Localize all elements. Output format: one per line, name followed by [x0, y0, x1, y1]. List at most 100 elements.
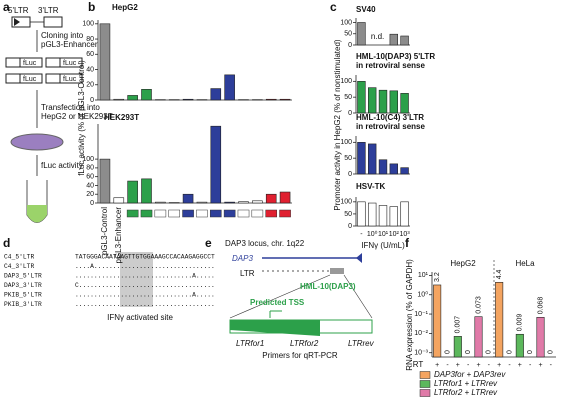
bar: [113, 98, 125, 101]
dish: [10, 133, 64, 151]
bar: [368, 87, 377, 114]
x-tick-label: -: [488, 362, 491, 369]
value-label: 4.4: [496, 269, 503, 279]
group-label: HeLa: [515, 259, 535, 268]
bar: [357, 22, 366, 46]
y-tick-label: 100: [340, 139, 352, 146]
caption: Primers for qRT-PCR: [262, 351, 338, 360]
construct-icon: [279, 209, 291, 218]
bar: [252, 200, 263, 204]
value-label: 0.009: [517, 314, 524, 332]
y-tick-label: 0: [348, 171, 352, 178]
bar: [238, 201, 249, 204]
panel-a: 5'LTR 3'LTR Cloning into pGL3-Enhancer f…: [5, 6, 113, 223]
y-tick-label: 50: [344, 155, 352, 162]
value-label: 0: [465, 350, 472, 354]
y-tick-label: 0: [348, 42, 352, 49]
construct-icon: [223, 209, 236, 218]
bar: [357, 142, 366, 175]
y-tick-label: 100: [82, 21, 94, 28]
value-label: 3.2: [434, 272, 441, 282]
sequence-name: C4_3'LTR: [4, 263, 34, 270]
fluc-box: [19, 73, 43, 84]
y-tick-label: 100: [82, 156, 94, 163]
bar: [127, 95, 138, 101]
x-tick-label: +: [518, 362, 522, 369]
sequence: .....................................: [75, 301, 215, 308]
construct-icon: [251, 209, 264, 218]
panel-letter: d: [3, 236, 10, 250]
x-tick-label: pGL3-Control: [100, 207, 109, 255]
panel-letter: f: [405, 236, 410, 250]
legend-label: LTRfor2 + LTRrev: [434, 388, 498, 397]
bar: [182, 193, 194, 204]
y-tick-label: 80: [86, 165, 94, 172]
label: fLuc: [23, 76, 37, 83]
bar: [155, 201, 166, 204]
sequence-name: DAP3_3'LTR: [4, 282, 42, 289]
bar: [378, 89, 388, 114]
bar: [389, 206, 398, 227]
chart-title: HSV-TK: [356, 182, 386, 191]
construct-icon: [168, 209, 181, 218]
construct-icon: [182, 209, 194, 218]
y-tick-label: 10¹: [418, 272, 429, 279]
ltr-arrow: [14, 18, 20, 26]
y-tick-label: 10⁻²: [414, 330, 428, 337]
chart-title: in retroviral sense: [356, 61, 425, 70]
y-tick-label: 10⁰: [417, 291, 428, 299]
x-tick-label: -: [360, 231, 363, 238]
bar: [368, 143, 377, 175]
y-tick-label: 20: [86, 82, 94, 89]
ltr-box: [330, 268, 344, 274]
y-tick-label: 40: [86, 182, 94, 189]
legend-swatch: [419, 389, 431, 397]
bar: [453, 336, 462, 358]
y-tick-label: 20: [86, 191, 94, 198]
bar: [196, 201, 208, 204]
fluc-box: [59, 73, 83, 84]
highlight: [120, 252, 153, 307]
bar: [357, 201, 366, 227]
ltr-box: [45, 57, 61, 68]
panel-letter: a: [3, 0, 10, 14]
bar: [400, 201, 409, 227]
bar: [210, 88, 222, 101]
sequence-name: C4_5'LTR: [4, 254, 34, 261]
construct-icon: [140, 209, 153, 218]
ltr-body: [230, 320, 320, 336]
y-tick-label: 40: [86, 66, 94, 73]
bar: [536, 316, 545, 358]
bar: [357, 81, 366, 114]
chart-title: HepG2: [112, 3, 138, 12]
x-tick-label: -: [446, 362, 449, 369]
label: Predicted TSS: [250, 298, 305, 307]
y-axis-label: fLuc activity (% of pGL3-Control): [77, 60, 86, 176]
legend-label: LTRfor1 + LTRrev: [434, 379, 498, 388]
legend-label: DAP3for + DAP3rev: [434, 370, 506, 379]
label: Cloning into: [41, 31, 84, 40]
sequence: C....................................: [75, 282, 215, 289]
sequence: ...............................A.....: [75, 273, 215, 280]
bar: [99, 158, 111, 204]
label: Transfection into: [41, 103, 100, 112]
tube-liquid: [27, 205, 47, 223]
bar: [378, 159, 388, 175]
ltr-frame: [229, 319, 373, 334]
panel-letter: c: [330, 0, 337, 14]
label: LTRfor1: [236, 339, 264, 348]
bar: [141, 178, 152, 204]
bar: [400, 35, 409, 46]
construct-icon: [154, 209, 167, 218]
sequence-name: PKIB_3'LTR: [4, 301, 42, 308]
y-tick-label: 100: [340, 78, 352, 85]
bar: [224, 74, 235, 101]
chart-title: HML-10(C4) 3'LTR: [356, 113, 424, 122]
x-axis-label: IFNγ (U/mL): [361, 241, 405, 250]
label: fLuc: [63, 60, 77, 67]
fluc-box: [59, 57, 83, 68]
y-tick-label: 50: [344, 31, 352, 38]
x-tick-label: 10³: [400, 231, 411, 238]
y-tick-label: 0: [90, 97, 94, 104]
